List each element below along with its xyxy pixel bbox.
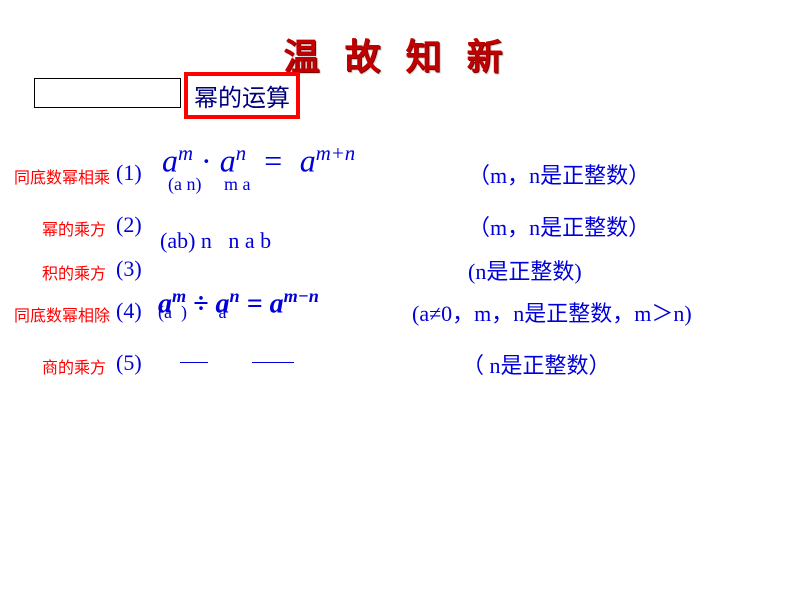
row5-frac1 xyxy=(180,362,208,363)
row4-overlay: (a ) a xyxy=(158,302,226,323)
row2-num: (2) xyxy=(116,212,142,238)
row4-label: 同底数幂相除 xyxy=(14,302,110,326)
row2-overlay: (ab) n n a b xyxy=(160,228,271,254)
row5-condition: （ n是正整数） xyxy=(462,348,611,380)
row4-num: (4) xyxy=(116,298,142,324)
row1-condition: （m，n是正整数） xyxy=(468,158,650,190)
page-title: 温 故 知 新 xyxy=(0,28,794,80)
row5-frac2 xyxy=(252,362,294,363)
row1-num: (1) xyxy=(116,160,142,186)
row3-num: (3) xyxy=(116,256,142,282)
row1-overlay: (a n) m a xyxy=(168,174,250,195)
row4-condition: (a≠0，m，n是正整数，m＞n) xyxy=(412,296,692,328)
row2-label: 幂的乘方 xyxy=(42,216,106,240)
section-blank-box xyxy=(34,78,181,108)
row5-label: 商的乘方 xyxy=(42,354,106,378)
section-label: 幂的运算 xyxy=(184,72,300,119)
row2-condition: （m，n是正整数） xyxy=(468,210,650,242)
row5-num: (5) xyxy=(116,350,142,376)
row3-condition: (n是正整数) xyxy=(468,254,582,286)
row3-label: 积的乘方 xyxy=(42,260,106,284)
row1-label: 同底数幂相乘 xyxy=(14,164,110,188)
